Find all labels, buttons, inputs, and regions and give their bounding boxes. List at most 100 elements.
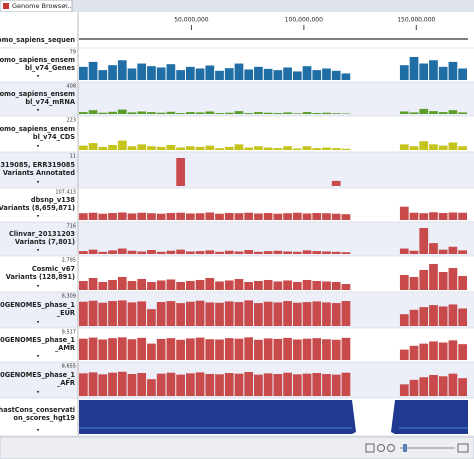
histogram-bar xyxy=(79,338,88,360)
histogram-bar xyxy=(438,145,448,150)
histogram-bar xyxy=(458,112,467,114)
histogram-bar xyxy=(429,111,438,114)
histogram-bar xyxy=(419,307,429,326)
histogram-bar xyxy=(185,338,195,360)
histogram-bar xyxy=(331,303,341,326)
histogram-bar xyxy=(88,300,98,326)
histogram-bar xyxy=(302,146,312,150)
histogram-bar xyxy=(185,112,195,114)
histogram-bar xyxy=(273,213,283,220)
zoom-in-button[interactable] xyxy=(377,444,385,452)
histogram-bar xyxy=(88,372,98,396)
histogram-bar xyxy=(341,113,351,114)
histogram-bar xyxy=(448,212,458,220)
track-label: Homo_sapiens_sequen xyxy=(0,36,75,44)
histogram-bar xyxy=(331,339,341,360)
histogram-bar xyxy=(98,146,108,150)
histogram-bar xyxy=(176,303,185,326)
histogram-bar xyxy=(331,180,341,186)
histogram-bar xyxy=(312,301,322,326)
histogram-bar xyxy=(224,250,234,254)
zoom-handle[interactable] xyxy=(403,444,407,452)
histogram-bar xyxy=(166,250,176,254)
histogram-bar xyxy=(429,341,438,360)
histogram-bar xyxy=(108,279,117,290)
histogram-bar xyxy=(273,70,283,80)
histogram-bar xyxy=(292,339,302,360)
fit-button[interactable] xyxy=(365,443,375,453)
ruler xyxy=(0,12,474,32)
histogram-bar xyxy=(429,374,438,396)
histogram-bar xyxy=(88,212,98,220)
tab-icon xyxy=(3,3,9,9)
histogram-bar xyxy=(341,73,351,80)
histogram-bar xyxy=(409,250,419,254)
histogram-bar xyxy=(448,61,458,80)
histogram-bar xyxy=(205,111,215,114)
histogram-bar xyxy=(399,144,409,150)
histogram-bar xyxy=(283,112,292,114)
histogram-bar xyxy=(224,68,234,80)
histogram-bar xyxy=(88,61,98,80)
histogram-bar xyxy=(254,213,263,220)
conservation-area xyxy=(399,400,468,434)
histogram-bar xyxy=(205,145,215,150)
histogram-bar xyxy=(244,372,254,396)
histogram-bar xyxy=(98,70,108,80)
histogram-bar xyxy=(283,251,292,254)
track-max: 2,795 xyxy=(62,258,76,264)
histogram-bar xyxy=(341,252,351,254)
histogram-bar xyxy=(254,303,263,326)
reset-button[interactable] xyxy=(457,443,469,453)
zoom-out-button[interactable] xyxy=(387,444,395,452)
track-row xyxy=(0,32,474,48)
histogram-bar xyxy=(283,213,292,220)
histogram-bar xyxy=(263,301,273,326)
histogram-bar xyxy=(215,70,224,80)
histogram-bar xyxy=(283,280,292,290)
histogram-bar xyxy=(185,66,195,80)
histogram-bar xyxy=(195,300,205,326)
histogram-bar xyxy=(283,301,292,326)
histogram-bar xyxy=(341,214,351,220)
track-max: 8,655 xyxy=(62,364,76,370)
histogram-bar xyxy=(234,302,244,326)
histogram-bar xyxy=(302,213,312,220)
histogram-bar xyxy=(156,251,166,254)
histogram-bar xyxy=(429,60,438,80)
histogram-bar xyxy=(254,280,263,290)
histogram-bar xyxy=(156,280,166,290)
histogram-bar xyxy=(341,372,351,396)
track-menu: ▾ xyxy=(37,428,40,434)
tab-close[interactable]: × xyxy=(63,3,68,10)
histogram-bar xyxy=(419,108,429,114)
track-label: ERR319085, ERR319085 xyxy=(0,161,75,169)
track-label: _AMR xyxy=(55,344,75,352)
track-max: 11 xyxy=(70,154,76,160)
histogram-bar xyxy=(399,314,409,326)
histogram-bar xyxy=(98,251,108,254)
histogram-bar xyxy=(448,110,458,114)
histogram-bar xyxy=(458,68,467,80)
histogram-bar xyxy=(176,249,185,254)
track-label: Homo_sapiens_ensem xyxy=(0,56,75,64)
histogram-bar xyxy=(302,279,312,290)
histogram-bar xyxy=(234,338,244,360)
histogram-bar xyxy=(263,147,273,150)
histogram-bar xyxy=(263,68,273,80)
histogram-bar xyxy=(399,349,409,360)
histogram-bar xyxy=(448,373,458,396)
ruler-label: 100,000,000 xyxy=(285,17,323,24)
histogram-bar xyxy=(205,302,215,326)
track-row xyxy=(0,152,474,188)
histogram-bar xyxy=(254,374,263,396)
histogram-bar xyxy=(224,212,234,220)
histogram-bar xyxy=(331,213,341,220)
histogram-bar xyxy=(429,144,438,150)
histogram-bar xyxy=(147,343,156,360)
histogram-bar xyxy=(176,374,185,396)
histogram-bar xyxy=(273,338,283,360)
histogram-bar xyxy=(195,337,205,360)
histogram-bar xyxy=(156,338,166,360)
histogram-bar xyxy=(409,276,419,290)
